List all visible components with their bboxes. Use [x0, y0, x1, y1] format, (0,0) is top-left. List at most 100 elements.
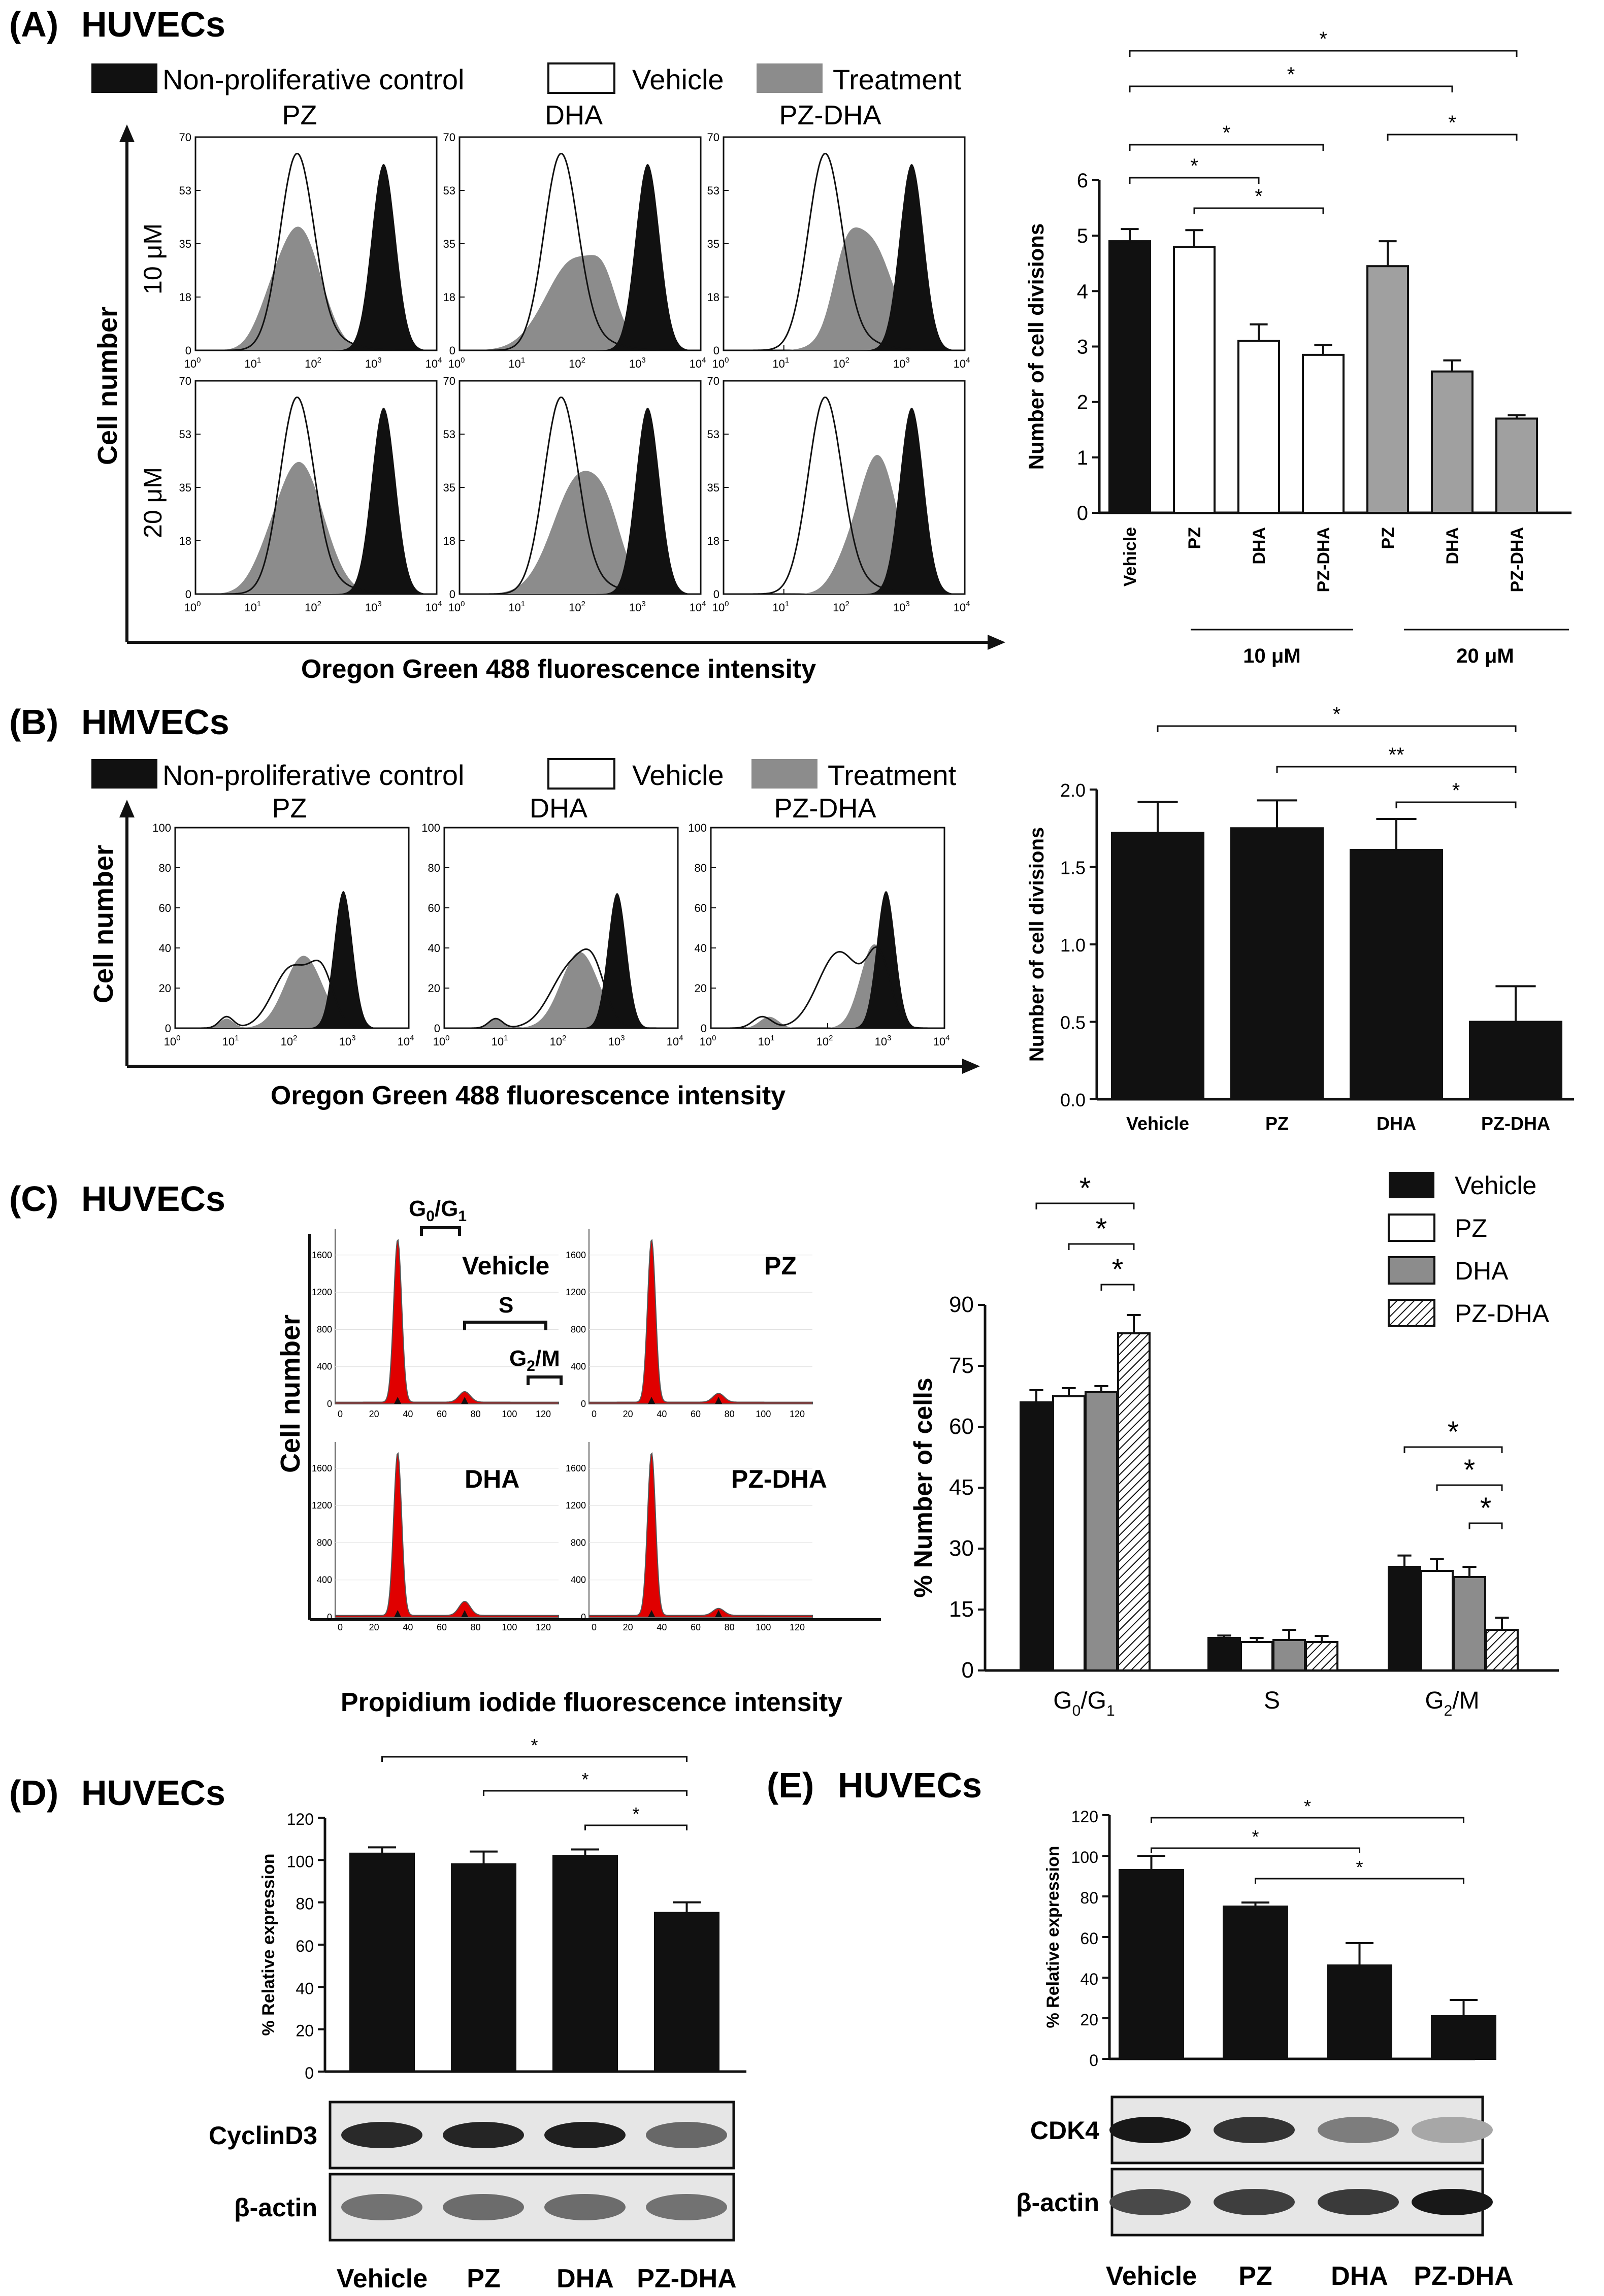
x-tick-label: 103 [893, 600, 910, 614]
y-tick-label: 18 [443, 535, 455, 547]
x-tick-label: 100 [433, 1034, 450, 1048]
significance-star: * [1079, 1172, 1091, 1205]
blot-band [1318, 2189, 1399, 2215]
significance-bracket [1157, 725, 1517, 732]
blot-band [1412, 2117, 1493, 2143]
y-tick-label: 35 [443, 238, 455, 250]
flow-histogram-a-1-1: 0 18 35 53 70 100 101 102 103 104 [443, 375, 706, 614]
blot-band [544, 2122, 626, 2148]
x-tick-label: 103 [339, 1034, 356, 1048]
significance-bracket [1468, 1522, 1503, 1529]
x-tick-label: PZ-DHA [1481, 1113, 1550, 1134]
vehicle-histogram [195, 396, 437, 595]
y-tick-label: 18 [443, 291, 455, 304]
panel-c-cellcycle-block: Cell number Propidium iodide fluorescenc… [275, 1196, 881, 1717]
x-tick-label: 101 [244, 600, 261, 614]
y-axis-label: % Number of cells [909, 1377, 937, 1597]
significance-star: * [1287, 63, 1295, 86]
significance-star: * [1464, 1454, 1476, 1487]
y-tick-label: 20 [428, 982, 440, 995]
significance-bracket [1129, 50, 1518, 57]
bar-pz-dha [1302, 353, 1345, 514]
flow-b-coltitle-pz: PZ [272, 793, 307, 824]
significance-bracket [1129, 177, 1260, 184]
y-tick-label: 40 [159, 942, 171, 955]
x-tick-label: 102 [833, 600, 849, 614]
y-tick-label: 100 [152, 822, 171, 834]
panel-d-heading: (D) HUVECs [9, 1773, 225, 1813]
y-tick-label: 0 [327, 1612, 332, 1622]
x-tick-label: 80 [725, 1622, 735, 1632]
y-tick-label: 90 [949, 1292, 974, 1317]
bar-dha [552, 1855, 618, 2073]
flow-a-coltitle-pzdha: PZ-DHA [779, 100, 881, 130]
arrowhead-icon [119, 124, 135, 142]
x-tick-label: 101 [222, 1034, 239, 1048]
bar-pz-dha [1485, 1629, 1519, 1671]
y-axis-label: Number of cell divisions [1024, 223, 1048, 470]
x-tick-label: 103 [608, 1034, 625, 1048]
y-tick-label: 60 [296, 1937, 314, 1955]
y-tick-label: 800 [571, 1537, 586, 1548]
flow-histogram-a-1-0: 0 18 35 53 70 100 101 102 103 104 [179, 375, 442, 614]
x-tick-label: 104 [425, 600, 442, 614]
significance-bracket [1436, 1484, 1503, 1491]
x-tick-label: 104 [690, 356, 706, 370]
x-tick-label: Vehicle [1126, 1113, 1189, 1134]
x-tick-label: 100 [712, 356, 729, 370]
flow-histogram-b-0: 0 20 40 60 80 100 100 101 102 103 104 [152, 822, 414, 1048]
y-tick-label: 18 [179, 535, 191, 547]
significance-star: * [1096, 1212, 1107, 1245]
flow-b-ylabel: Cell number [88, 845, 119, 1003]
x-tick-label: 120 [790, 1409, 805, 1419]
bar-pz [1052, 1395, 1086, 1671]
bar-pz-dha [1305, 1641, 1338, 1671]
significance-star: * [632, 1803, 639, 1824]
legend-label-pzdha: PZ-DHA [1455, 1299, 1550, 1328]
gate-g2m-label: G2/M [509, 1346, 560, 1374]
y-tick-label: 80 [159, 862, 171, 874]
flow-histogram-b-1: 0 20 40 60 80 100 100 101 102 103 104 [421, 822, 683, 1048]
significance-bracket [1151, 1817, 1464, 1823]
legend-flow-b: Non-proliferative control Vehicle Treatm… [91, 758, 957, 791]
x-tick-label: 103 [365, 600, 382, 614]
bar-vehicle [1207, 1637, 1241, 1671]
blot-e: CDK4 β-actin [1016, 2095, 1493, 2237]
vehicle-histogram [444, 948, 678, 1029]
x-tick-label: 60 [437, 1622, 447, 1632]
significance-bracket [1387, 134, 1518, 141]
x-tick-label: PZ [1185, 527, 1204, 549]
x-tick-label: 102 [569, 356, 585, 370]
y-tick-label: 53 [179, 184, 191, 197]
panel-a-flow-block: Cell number Oregon Green 488 fluorescenc… [92, 100, 1005, 684]
y-tick-label: 1600 [566, 1463, 586, 1473]
gate-s: S [463, 1293, 547, 1330]
y-tick-label: 80 [1080, 1889, 1098, 1907]
x-tick-label: 103 [629, 600, 646, 614]
significance-bracket [1395, 801, 1517, 808]
vehicle-histogram [724, 152, 965, 351]
significance-star: * [581, 1769, 588, 1790]
vehicle-histogram [724, 396, 965, 595]
blot-band [646, 2194, 727, 2220]
y-tick-label: 0 [434, 1022, 440, 1035]
flow-a-rowlabel-20: 20 μM [139, 467, 167, 538]
significance-star: * [1112, 1253, 1124, 1286]
bar-pz-dha [1117, 1332, 1151, 1671]
group-label: 10 μM [1243, 645, 1300, 667]
bar-vehicle [1111, 832, 1204, 1100]
bar-pz [451, 1863, 516, 2073]
y-tick-label: 80 [296, 1895, 314, 1913]
y-axis-label: % Relative expression [1043, 1846, 1063, 2028]
y-tick-label: 100 [421, 822, 440, 834]
x-tick-label: 101 [772, 356, 789, 370]
x-tick-label: 100 [184, 356, 201, 370]
treatment-histogram [195, 462, 437, 594]
gate-g0g1: G0/G1 [409, 1196, 467, 1236]
vehicle-histogram [711, 946, 944, 1029]
y-tick-label: 0 [701, 1022, 707, 1035]
x-tick-label: 102 [305, 600, 321, 614]
y-tick-label: 53 [443, 428, 455, 441]
y-tick-label: 60 [159, 902, 171, 914]
